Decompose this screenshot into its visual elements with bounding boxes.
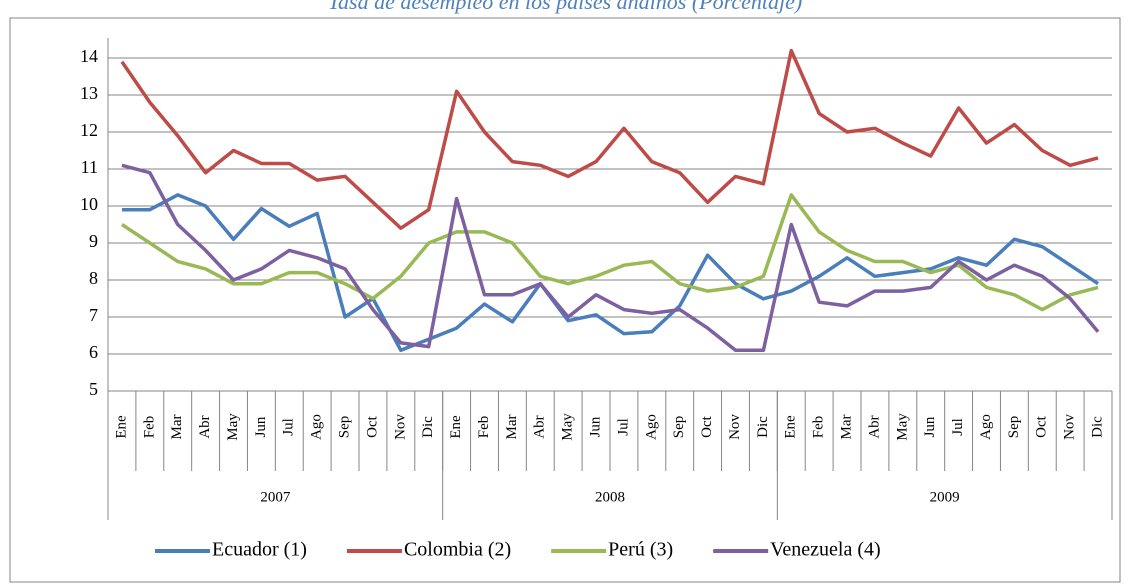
y-tick-label: 5 <box>89 379 98 399</box>
x-tick-label: Ago <box>978 414 994 440</box>
y-tick-label: 6 <box>89 342 98 362</box>
x-tick-label: Ago <box>643 414 659 440</box>
legend-label: Colombia (2) <box>404 539 511 561</box>
x-tick-label: Feb <box>141 416 157 439</box>
x-tick-label: Nov <box>727 414 743 440</box>
x-tick-label: Nov <box>1062 414 1078 440</box>
x-tick-label: Ene <box>448 415 464 439</box>
x-tick-label: Jul <box>615 418 631 436</box>
y-tick-label: 11 <box>81 157 98 177</box>
x-tick-label: Dic <box>755 416 771 438</box>
x-tick-label: Jun <box>922 416 938 437</box>
y-tick-label: 7 <box>89 305 98 325</box>
x-tick-label: Dic <box>1089 416 1105 438</box>
y-tick-label: 14 <box>80 46 98 66</box>
x-tick-label: Oct <box>1034 415 1050 437</box>
x-tick-label: Feb <box>811 416 827 439</box>
series-line <box>120 48 1099 230</box>
x-tick-label: Sep <box>336 416 352 439</box>
x-tick-label: May <box>560 413 576 441</box>
y-tick-label: 12 <box>80 120 98 140</box>
x-tick-label: Oct <box>364 415 380 437</box>
x-tick-label: Sep <box>1006 416 1022 439</box>
chart-title: Tasa de desempleo en los países andinos … <box>328 0 802 14</box>
x-tick-label: Abr <box>532 415 548 438</box>
x-tick-label: Nov <box>392 414 408 440</box>
x-tick-label: Mar <box>504 415 520 440</box>
x-tick-label: Jul <box>281 418 297 436</box>
legend-label: Ecuador (1) <box>212 539 307 561</box>
y-tick-label: 9 <box>89 231 98 251</box>
y-tick-label: 13 <box>80 83 98 103</box>
x-tick-label: Jun <box>253 416 269 437</box>
x-tick-label: Abr <box>866 415 882 438</box>
series-line <box>120 193 1099 312</box>
y-tick-label: 8 <box>89 268 98 288</box>
x-tick-label: Oct <box>699 415 715 437</box>
x-tick-label: Sep <box>671 416 687 439</box>
x-tick-label: May <box>225 413 241 441</box>
x-tick-label: Ene <box>113 415 129 439</box>
year-label: 2008 <box>595 489 625 505</box>
x-tick-label: Ago <box>309 414 325 440</box>
x-tick-label: May <box>894 413 910 441</box>
x-tick-label: Abr <box>197 415 213 438</box>
y-tick-label: 10 <box>80 194 98 214</box>
x-tick-label: Jul <box>950 418 966 436</box>
chart-border <box>9 17 1121 583</box>
x-tick-label: Mar <box>838 415 854 440</box>
year-label: 2007 <box>260 489 291 505</box>
series-line <box>121 163 1100 353</box>
x-tick-label: Mar <box>169 415 185 440</box>
series-line <box>121 193 1100 353</box>
legend-label: Venezuela (4) <box>770 539 881 561</box>
legend-label: Perú (3) <box>608 539 673 561</box>
x-tick-label: Ene <box>783 415 799 439</box>
x-tick-label: Feb <box>476 416 492 439</box>
x-tick-label: Dic <box>420 416 436 438</box>
year-label: 2009 <box>930 489 960 505</box>
x-tick-label: Jun <box>587 416 603 437</box>
